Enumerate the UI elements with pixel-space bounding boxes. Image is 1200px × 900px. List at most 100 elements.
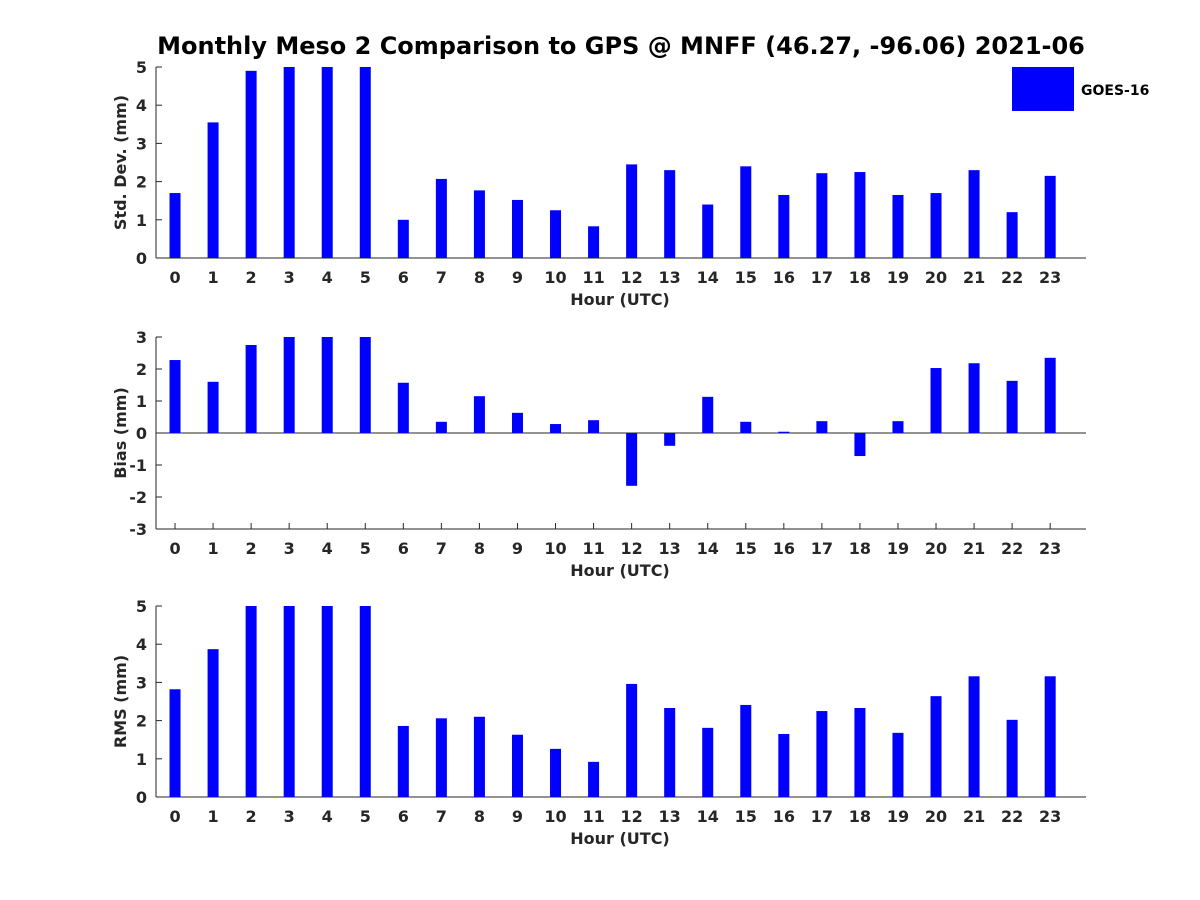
bar bbox=[854, 433, 866, 457]
y-tick-label: 0 bbox=[136, 249, 147, 268]
x-tick-label: 9 bbox=[512, 268, 523, 287]
x-tick-label: 18 bbox=[849, 539, 871, 558]
bar bbox=[359, 337, 371, 433]
x-tick-label: 1 bbox=[208, 539, 219, 558]
x-tick-label: 9 bbox=[512, 539, 523, 558]
x-tick-label: 6 bbox=[398, 807, 409, 826]
x-axis-label: Hour (UTC) bbox=[570, 829, 670, 848]
x-tick-label: 22 bbox=[1001, 807, 1023, 826]
y-axis-label: Bias (mm) bbox=[111, 387, 130, 479]
x-tick-label: 18 bbox=[849, 807, 871, 826]
bar bbox=[930, 696, 942, 797]
bar bbox=[740, 421, 752, 433]
x-tick-label: 0 bbox=[169, 268, 180, 287]
bar bbox=[169, 689, 181, 797]
bar bbox=[664, 170, 676, 258]
x-tick-label: 20 bbox=[925, 807, 947, 826]
x-tick-label: 11 bbox=[582, 807, 604, 826]
bar bbox=[1006, 719, 1018, 797]
x-tick-label: 10 bbox=[544, 539, 566, 558]
bar bbox=[930, 368, 942, 433]
y-tick-label: 3 bbox=[136, 673, 147, 692]
bar bbox=[321, 606, 333, 797]
y-axis-label: RMS (mm) bbox=[111, 655, 130, 748]
bar bbox=[626, 164, 638, 258]
bar bbox=[968, 170, 980, 258]
bar bbox=[854, 707, 866, 797]
x-tick-label: 1 bbox=[208, 268, 219, 287]
y-tick-label: 5 bbox=[136, 597, 147, 616]
bar bbox=[626, 433, 638, 486]
x-tick-label: 14 bbox=[697, 268, 719, 287]
x-tick-label: 10 bbox=[544, 268, 566, 287]
x-tick-label: 6 bbox=[398, 539, 409, 558]
x-tick-label: 5 bbox=[360, 268, 371, 287]
y-tick-label: 1 bbox=[136, 750, 147, 769]
bar bbox=[550, 424, 562, 433]
y-tick-label: 4 bbox=[136, 635, 147, 654]
bar bbox=[359, 606, 371, 797]
y-tick-label: 4 bbox=[136, 96, 147, 115]
bar bbox=[359, 67, 371, 258]
bar bbox=[1044, 357, 1056, 433]
bar bbox=[550, 210, 562, 258]
x-tick-label: 1 bbox=[208, 807, 219, 826]
bar bbox=[397, 725, 409, 797]
bar bbox=[930, 193, 942, 258]
bar bbox=[892, 421, 904, 433]
bar bbox=[511, 199, 523, 258]
x-tick-label: 15 bbox=[735, 807, 757, 826]
y-tick-label: -2 bbox=[129, 488, 147, 507]
y-tick-label: 0 bbox=[136, 424, 147, 443]
bar bbox=[816, 173, 828, 258]
x-tick-label: 22 bbox=[1001, 539, 1023, 558]
x-tick-label: 12 bbox=[620, 268, 642, 287]
bar bbox=[397, 382, 409, 433]
y-tick-label: 3 bbox=[136, 328, 147, 347]
bar bbox=[740, 704, 752, 797]
x-tick-label: 8 bbox=[474, 807, 485, 826]
bar bbox=[245, 606, 257, 797]
bar bbox=[283, 606, 295, 797]
bar bbox=[588, 761, 600, 797]
bar bbox=[473, 716, 485, 797]
bar bbox=[1044, 175, 1056, 258]
bar bbox=[435, 421, 447, 433]
x-tick-label: 20 bbox=[925, 539, 947, 558]
bar bbox=[740, 166, 752, 258]
y-tick-label: 1 bbox=[136, 392, 147, 411]
x-tick-label: 5 bbox=[360, 539, 371, 558]
x-axis-label: Hour (UTC) bbox=[570, 290, 670, 309]
bar bbox=[892, 194, 904, 258]
y-tick-label: 2 bbox=[136, 360, 147, 379]
bar bbox=[702, 396, 714, 433]
bar bbox=[1044, 676, 1056, 797]
x-tick-label: 2 bbox=[246, 539, 257, 558]
x-tick-label: 3 bbox=[284, 268, 295, 287]
bar bbox=[968, 363, 980, 433]
x-tick-label: 3 bbox=[284, 807, 295, 826]
bar bbox=[664, 433, 676, 446]
bar bbox=[702, 727, 714, 797]
bar bbox=[588, 420, 600, 433]
y-tick-label: 2 bbox=[136, 712, 147, 731]
x-tick-label: 23 bbox=[1039, 268, 1061, 287]
bar bbox=[207, 381, 219, 433]
x-tick-label: 13 bbox=[659, 539, 681, 558]
x-tick-label: 12 bbox=[620, 807, 642, 826]
bar bbox=[968, 676, 980, 797]
x-tick-label: 3 bbox=[284, 539, 295, 558]
bar bbox=[854, 172, 866, 258]
x-tick-label: 23 bbox=[1039, 807, 1061, 826]
bar bbox=[550, 748, 562, 797]
x-tick-label: 11 bbox=[582, 268, 604, 287]
bar bbox=[778, 431, 790, 433]
y-tick-label: 2 bbox=[136, 173, 147, 192]
x-tick-label: 16 bbox=[773, 268, 795, 287]
x-tick-label: 7 bbox=[436, 539, 447, 558]
x-tick-label: 8 bbox=[474, 539, 485, 558]
